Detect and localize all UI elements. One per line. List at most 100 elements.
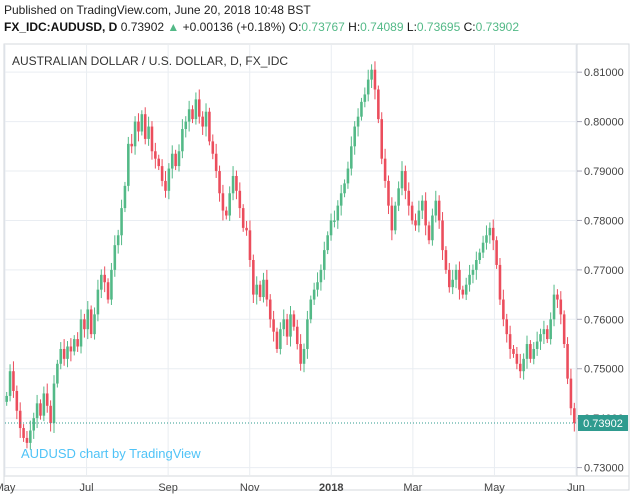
candle-body xyxy=(265,279,269,300)
candle-body xyxy=(353,126,356,147)
candle-body xyxy=(420,200,424,211)
candle-body xyxy=(573,408,576,424)
candle-body xyxy=(434,200,438,216)
candle-body xyxy=(143,114,147,139)
candle-body xyxy=(130,143,133,147)
x-tick-label: Sep xyxy=(158,482,178,494)
candle-body xyxy=(525,344,529,359)
candle-body xyxy=(545,329,549,340)
candle-body xyxy=(542,329,546,335)
candle-body xyxy=(380,119,384,159)
up-arrow-icon: ▲ xyxy=(167,20,180,34)
y-tick-label: 0.81000 xyxy=(584,67,624,79)
candle-body xyxy=(49,405,52,424)
x-tick-label: Nov xyxy=(240,482,260,494)
candle-body xyxy=(566,344,569,379)
candle-body xyxy=(59,348,63,364)
candle-body xyxy=(167,168,171,191)
x-tick-label: May xyxy=(484,482,505,494)
candle-body xyxy=(120,208,123,236)
candle-body xyxy=(539,334,542,342)
candle-body xyxy=(8,371,12,396)
candle-body xyxy=(562,314,566,345)
candle-body xyxy=(241,208,245,228)
x-tick-label: Jun xyxy=(567,482,585,494)
grid xyxy=(4,45,577,475)
candle-body xyxy=(275,331,279,349)
candle-body xyxy=(177,151,181,167)
candle-body xyxy=(498,264,502,300)
candle-body xyxy=(93,314,96,335)
low-value: 0.73695 xyxy=(416,20,461,34)
candle-body xyxy=(191,109,194,120)
candle-body xyxy=(556,294,559,300)
candle-body xyxy=(245,227,248,231)
candle-body xyxy=(336,205,340,221)
candle-body xyxy=(535,341,539,349)
candle-body xyxy=(495,240,498,265)
price-change: +0.00136 (+0.18%) xyxy=(182,20,286,34)
x-tick-label: Jul xyxy=(80,482,94,494)
candle-body xyxy=(404,171,407,191)
candle-body xyxy=(387,180,390,206)
candle-body xyxy=(323,250,326,270)
candle-body xyxy=(475,260,478,270)
candle-body xyxy=(491,227,495,241)
candle-body xyxy=(377,89,380,120)
candle-body xyxy=(79,319,83,347)
y-tick-label: 0.73000 xyxy=(584,463,624,475)
candle-body xyxy=(289,314,292,337)
candle-body xyxy=(502,299,505,320)
candle-body xyxy=(184,121,188,130)
candle-body xyxy=(252,260,255,295)
candle-body xyxy=(268,299,272,320)
price-axis: 0.81000 0.80000 0.79000 0.78000 0.77000 0.760… xyxy=(577,67,628,475)
candle-body xyxy=(505,319,509,335)
candle-body xyxy=(481,242,485,253)
candle-body xyxy=(194,99,198,120)
candle-body xyxy=(316,282,319,290)
chart-title: AUSTRALIAN DOLLAR / U.S. DOLLAR, D, FX_I… xyxy=(12,54,288,68)
candle-body xyxy=(329,220,333,236)
candle-body xyxy=(488,227,492,236)
candle-body xyxy=(42,393,46,416)
candle-body xyxy=(393,205,397,231)
open-value: 0.73767 xyxy=(301,20,345,34)
candle-body xyxy=(302,348,306,364)
candle-body xyxy=(272,319,275,332)
candle-body xyxy=(113,245,117,270)
candle-body xyxy=(400,171,404,189)
candle-body xyxy=(350,146,353,169)
candle-body xyxy=(25,437,29,443)
candle-body xyxy=(208,111,211,142)
candle-body xyxy=(407,190,411,206)
candle-body xyxy=(518,363,522,372)
candle-body xyxy=(221,193,225,211)
candle-body xyxy=(262,279,265,298)
candle-body xyxy=(461,289,465,295)
candle-body xyxy=(431,215,434,241)
candle-body xyxy=(417,210,421,226)
symbol-header: FX_IDC:AUDUSD, D 0.73902 ▲ +0.00136 (+0.… xyxy=(4,20,519,34)
candle-body xyxy=(45,393,49,406)
published-note: Published on TradingView.com, June 20, 2… xyxy=(4,3,311,17)
symbol-name[interactable]: FX_IDC:AUDUSD, D xyxy=(4,20,118,34)
candle-body xyxy=(5,395,8,402)
candle-body xyxy=(201,116,204,127)
candle-body xyxy=(76,339,79,347)
candle-body xyxy=(366,79,370,95)
candle-body xyxy=(106,282,110,300)
candle-body xyxy=(444,250,448,270)
candle-body xyxy=(370,69,373,80)
y-tick-label: 0.78000 xyxy=(584,215,624,227)
candle-body xyxy=(282,319,286,330)
candle-body xyxy=(356,116,360,127)
candle-body xyxy=(532,348,536,359)
candle-body xyxy=(295,326,299,345)
last-price: 0.73902 xyxy=(120,20,165,34)
candle-body xyxy=(552,294,556,320)
candle-body xyxy=(181,129,184,152)
candle-body xyxy=(147,126,150,139)
candle-body xyxy=(89,309,93,335)
